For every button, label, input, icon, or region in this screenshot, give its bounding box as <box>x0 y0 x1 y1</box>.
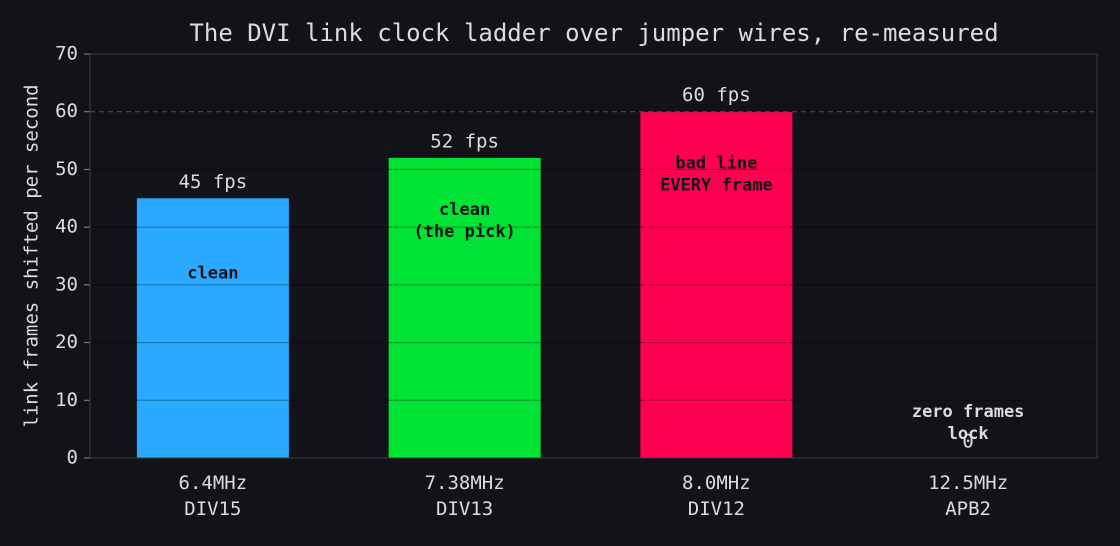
bar-annotation: zero frames lock <box>912 402 1025 444</box>
y-tick-label: 50 <box>55 158 78 180</box>
x-tick-label: 12.5MHz APB2 <box>928 472 1008 520</box>
bar <box>136 198 289 459</box>
y-tick-label: 10 <box>55 389 78 411</box>
value-label: 0 <box>962 431 973 453</box>
y-tick-label: 60 <box>55 100 78 122</box>
y-tick-label: 0 <box>67 447 78 469</box>
bar <box>388 157 541 458</box>
bar-annotation: bad line EVERY frame <box>660 154 773 196</box>
bar <box>640 111 793 458</box>
plot-frame <box>89 53 1098 459</box>
y-tick-label: 40 <box>55 216 78 238</box>
x-tick-label: 8.0MHz DIV12 <box>682 472 751 520</box>
y-axis-label: link frames shifted per second <box>21 84 43 427</box>
y-tick-label: 30 <box>55 273 78 295</box>
value-label: 60 fps <box>682 84 751 106</box>
y-tick-label: 20 <box>55 331 78 353</box>
bar-annotation: clean <box>187 263 238 283</box>
x-tick-label: 7.38MHz DIV13 <box>425 472 505 520</box>
bar-annotation: clean (the pick) <box>413 200 515 242</box>
x-tick-label: 6.4MHz DIV15 <box>179 472 248 520</box>
y-tick-label: 70 <box>55 43 78 65</box>
value-label: 45 fps <box>179 171 248 193</box>
chart-title: The DVI link clock ladder over jumper wi… <box>189 19 998 47</box>
value-label: 52 fps <box>430 130 499 152</box>
